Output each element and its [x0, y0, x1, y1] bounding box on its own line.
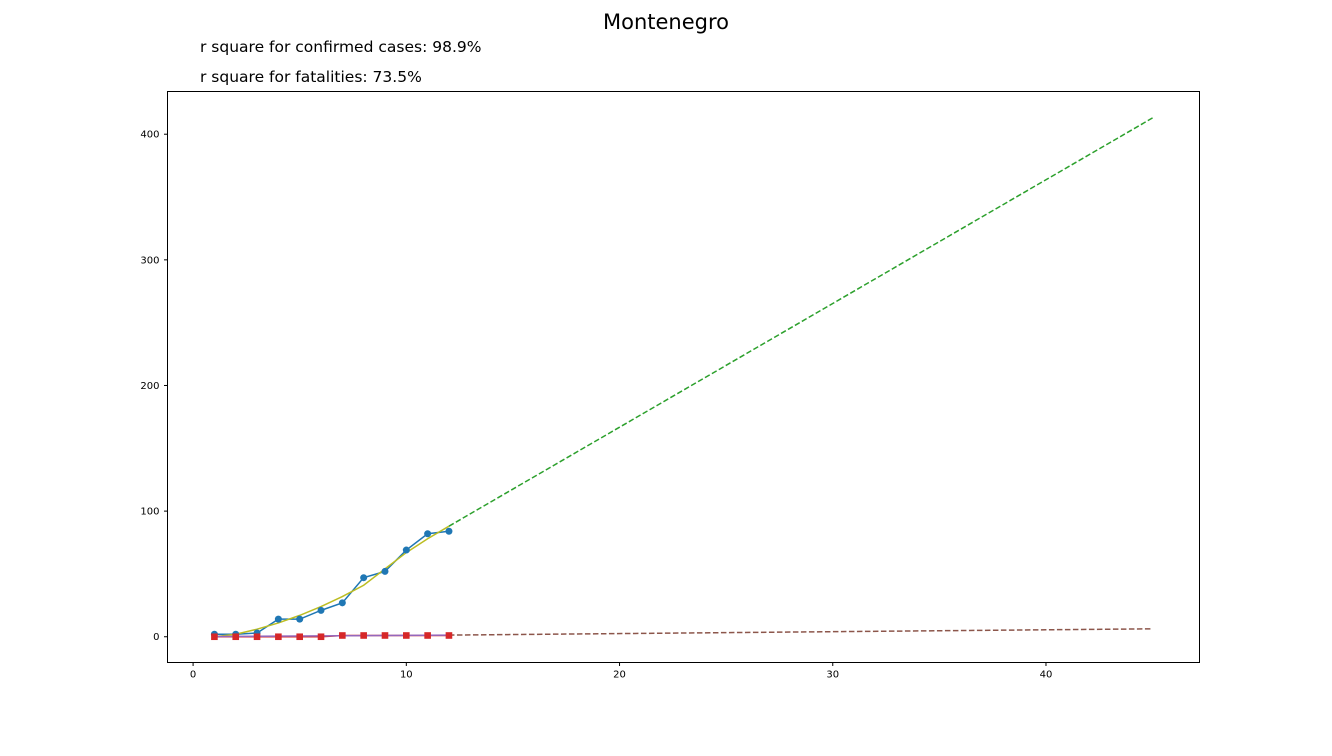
series-line-confirmed-cases-projection — [448, 117, 1153, 527]
x-tick-label: 30 — [826, 670, 839, 681]
x-tick-label: 0 — [190, 670, 196, 681]
data-point-cases — [338, 599, 346, 607]
data-point-cases — [360, 574, 368, 582]
y-tick-label: 0 — [153, 632, 159, 643]
data-point-cases — [445, 527, 453, 535]
data-point-cases — [274, 615, 282, 623]
data-point-fatalities — [360, 632, 367, 639]
series-line-fatalities-projection — [448, 628, 1153, 636]
data-point-fatalities — [275, 633, 282, 641]
data-point-fatalities — [232, 633, 240, 641]
data-point-cases — [402, 546, 410, 554]
data-point-fatalities — [445, 632, 453, 639]
x-tick-label: 10 — [400, 670, 413, 681]
plot-frame — [167, 91, 1200, 663]
data-point-fatalities — [317, 633, 325, 641]
data-point-fatalities — [403, 632, 410, 639]
x-tick-label: 20 — [613, 670, 626, 681]
data-point-fatalities — [211, 633, 218, 641]
data-point-cases — [296, 615, 304, 623]
y-tick-label: 400 — [140, 130, 159, 141]
data-point-fatalities — [424, 632, 431, 639]
x-tick-label: 40 — [1040, 670, 1053, 681]
data-point-fatalities — [253, 633, 261, 641]
data-point-cases — [381, 567, 389, 575]
y-tick-label: 300 — [140, 255, 159, 266]
series-line-fatalities-fit — [214, 634, 449, 638]
data-point-cases — [317, 606, 325, 614]
r-square-cases-annotation: r square for confirmed cases: 98.9% — [200, 38, 482, 56]
y-tick-label: 100 — [140, 507, 159, 518]
series-layer — [210, 117, 1153, 641]
series-line-confirmed-cases — [214, 530, 450, 635]
r-square-fatalities-annotation: r square for fatalities: 73.5% — [200, 68, 422, 86]
data-point-fatalities — [381, 632, 389, 639]
data-point-cases — [424, 530, 432, 538]
chart-title: Montenegro — [602, 10, 729, 34]
data-point-fatalities — [296, 633, 303, 641]
data-point-fatalities — [339, 632, 346, 639]
series-line-confirmed-cases-fit — [214, 525, 450, 638]
y-tick-label: 200 — [140, 381, 159, 392]
